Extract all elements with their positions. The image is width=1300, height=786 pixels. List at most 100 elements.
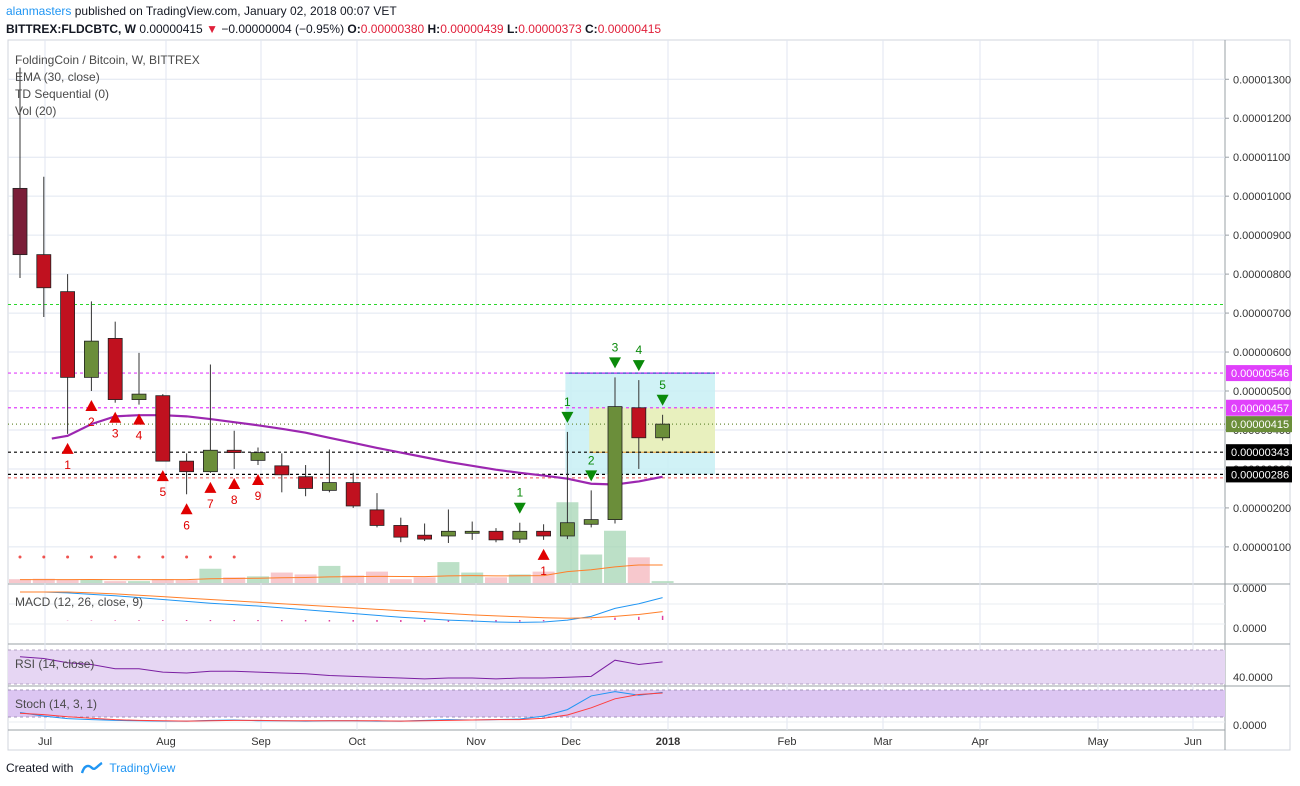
y-tick-5: 0.00000600 <box>1233 347 1291 359</box>
td-buy-arrow-2 <box>109 411 122 423</box>
x-tick-11: Jun <box>1184 736 1202 748</box>
td-sell-arrow-1 <box>561 411 574 423</box>
y-tick-8: 0.00000900 <box>1233 230 1291 242</box>
td-buy-arrow-4 <box>156 470 169 482</box>
td-buy-arrow-0 <box>61 442 74 454</box>
tradingview-link[interactable]: TradingView <box>81 761 175 775</box>
x-tick-4: Nov <box>466 736 486 748</box>
candle-body-4 <box>107 338 123 400</box>
volume-bar-8 <box>199 568 222 583</box>
candle-body-8 <box>202 449 218 473</box>
high-label: H: <box>427 22 441 36</box>
rsi-line <box>19 656 663 680</box>
td-sequential-marks: 1 2 3 4 5 6 7 8 9 1 1 1 2 3 4 5 <box>61 340 669 578</box>
price-badge-1 <box>1226 399 1292 416</box>
y-tick-9: 0.00001000 <box>1233 191 1291 203</box>
volume-bar-16 <box>389 579 412 583</box>
candle-body-26 <box>631 407 647 439</box>
candle-body-22 <box>536 530 551 537</box>
td-buy-count-0: 1 <box>64 458 71 472</box>
author-link[interactable]: alanmasters <box>6 4 72 18</box>
candle-body-10 <box>250 452 266 461</box>
y-tick-1: 0.00000200 <box>1233 503 1291 515</box>
price-badge-text-0: 0.00000546 <box>1231 368 1289 380</box>
red-dot-5 <box>137 555 141 559</box>
legend-vol: Vol (20) <box>15 104 56 118</box>
candle-body-16 <box>393 525 409 538</box>
ema-layer <box>51 414 663 486</box>
grid-lines <box>8 40 1225 730</box>
td-buy-arrow-3 <box>133 413 145 425</box>
main-pane-frame <box>7 39 1291 751</box>
x-tick-10: May <box>1088 736 1109 748</box>
red-dot-2 <box>66 555 70 559</box>
high-value: 0.00000439 <box>440 22 504 36</box>
td-buy-arrow-1 <box>85 400 98 412</box>
candle-body-19 <box>464 530 480 534</box>
y-tick-10: 0.00001100 <box>1233 152 1290 164</box>
macd-signal-line <box>20 591 663 619</box>
y-tick-11: 0.00001200 <box>1233 113 1291 125</box>
red-dot-0 <box>18 555 22 559</box>
down-arrow-icon: ▼ <box>206 22 218 36</box>
x-tick-8: Mar <box>874 736 893 748</box>
price-badge-2 <box>1226 416 1292 433</box>
x-tick-1: Aug <box>156 736 176 748</box>
candle-body-9 <box>226 449 242 453</box>
td-buy-count-5: 6 <box>183 518 190 532</box>
candle-body-7 <box>179 460 195 473</box>
close-label: C: <box>585 22 598 36</box>
td-sell-arrow-0 <box>513 502 526 514</box>
candle-body-2 <box>60 291 75 378</box>
volume-bar-17 <box>413 577 436 583</box>
td-buy-count-3: 4 <box>136 429 143 443</box>
x-tick-0: Jul <box>38 736 52 748</box>
published-text: published on TradingView.com, January 02… <box>74 4 397 18</box>
volume-bar-19 <box>461 572 484 583</box>
td-buy-count-2: 3 <box>112 427 119 441</box>
y-tick-6: 0.00000700 <box>1233 308 1291 320</box>
candle-body-12 <box>298 476 314 489</box>
price-badge-text-4: 0.00000286 <box>1231 469 1289 481</box>
td-sell-count-5: 5 <box>659 378 666 392</box>
legend-title: FoldingCoin / Bitcoin, W, BITTREX <box>15 53 200 67</box>
candle-body-5 <box>131 393 147 400</box>
symbol-ohlc-line: BITTREX:FLDCBTC, W 0.00000415 ▼ −0.00000… <box>6 22 661 36</box>
stoch-tick: 0.0000 <box>1233 720 1267 732</box>
volume-bar-24 <box>580 554 603 583</box>
candles <box>12 67 670 543</box>
red-dot-4 <box>113 555 117 559</box>
price-badge-text-3: 0.00000343 <box>1231 447 1289 459</box>
td-buy-count-7: 8 <box>231 493 238 507</box>
candle-body-11 <box>274 465 290 476</box>
candle-body-17 <box>417 534 433 540</box>
td-buy-arrow-6 <box>204 481 217 493</box>
candle-body-24 <box>583 519 599 525</box>
volume-bar-15 <box>366 571 388 583</box>
td-buy-arrow-8 <box>252 474 264 486</box>
td-sell-count-1: 1 <box>564 395 571 409</box>
y-tick-7: 0.00000800 <box>1233 269 1291 281</box>
rsi-band <box>8 650 1225 684</box>
td-sell-arrow-3 <box>609 357 621 369</box>
candle-body-27 <box>655 423 670 439</box>
y-tick-12: 0.00001300 <box>1233 74 1291 86</box>
candle-body-14 <box>345 482 361 507</box>
price-badge-0 <box>1226 365 1292 382</box>
open-value: 0.00000380 <box>360 22 425 36</box>
indicator-bands <box>8 649 1225 718</box>
volume-bar-20 <box>485 577 507 583</box>
price-badge-text-2: 0.00000415 <box>1231 419 1289 431</box>
legend-ema: EMA (30, close) <box>15 70 100 84</box>
volume-bar-10 <box>247 576 269 583</box>
macd-tick-mid: 0.0000 <box>1233 623 1267 635</box>
td-sell-arrow-5 <box>656 394 669 406</box>
red-dot-8 <box>208 555 212 559</box>
x-tick-3: Oct <box>348 736 365 748</box>
volume-ma-line <box>19 564 663 581</box>
close-value: 0.00000415 <box>597 22 662 36</box>
volume-bars <box>9 502 674 583</box>
tradingview-logo-icon <box>81 762 104 774</box>
macd-label: MACD (12, 26, close, 9) <box>15 595 143 609</box>
